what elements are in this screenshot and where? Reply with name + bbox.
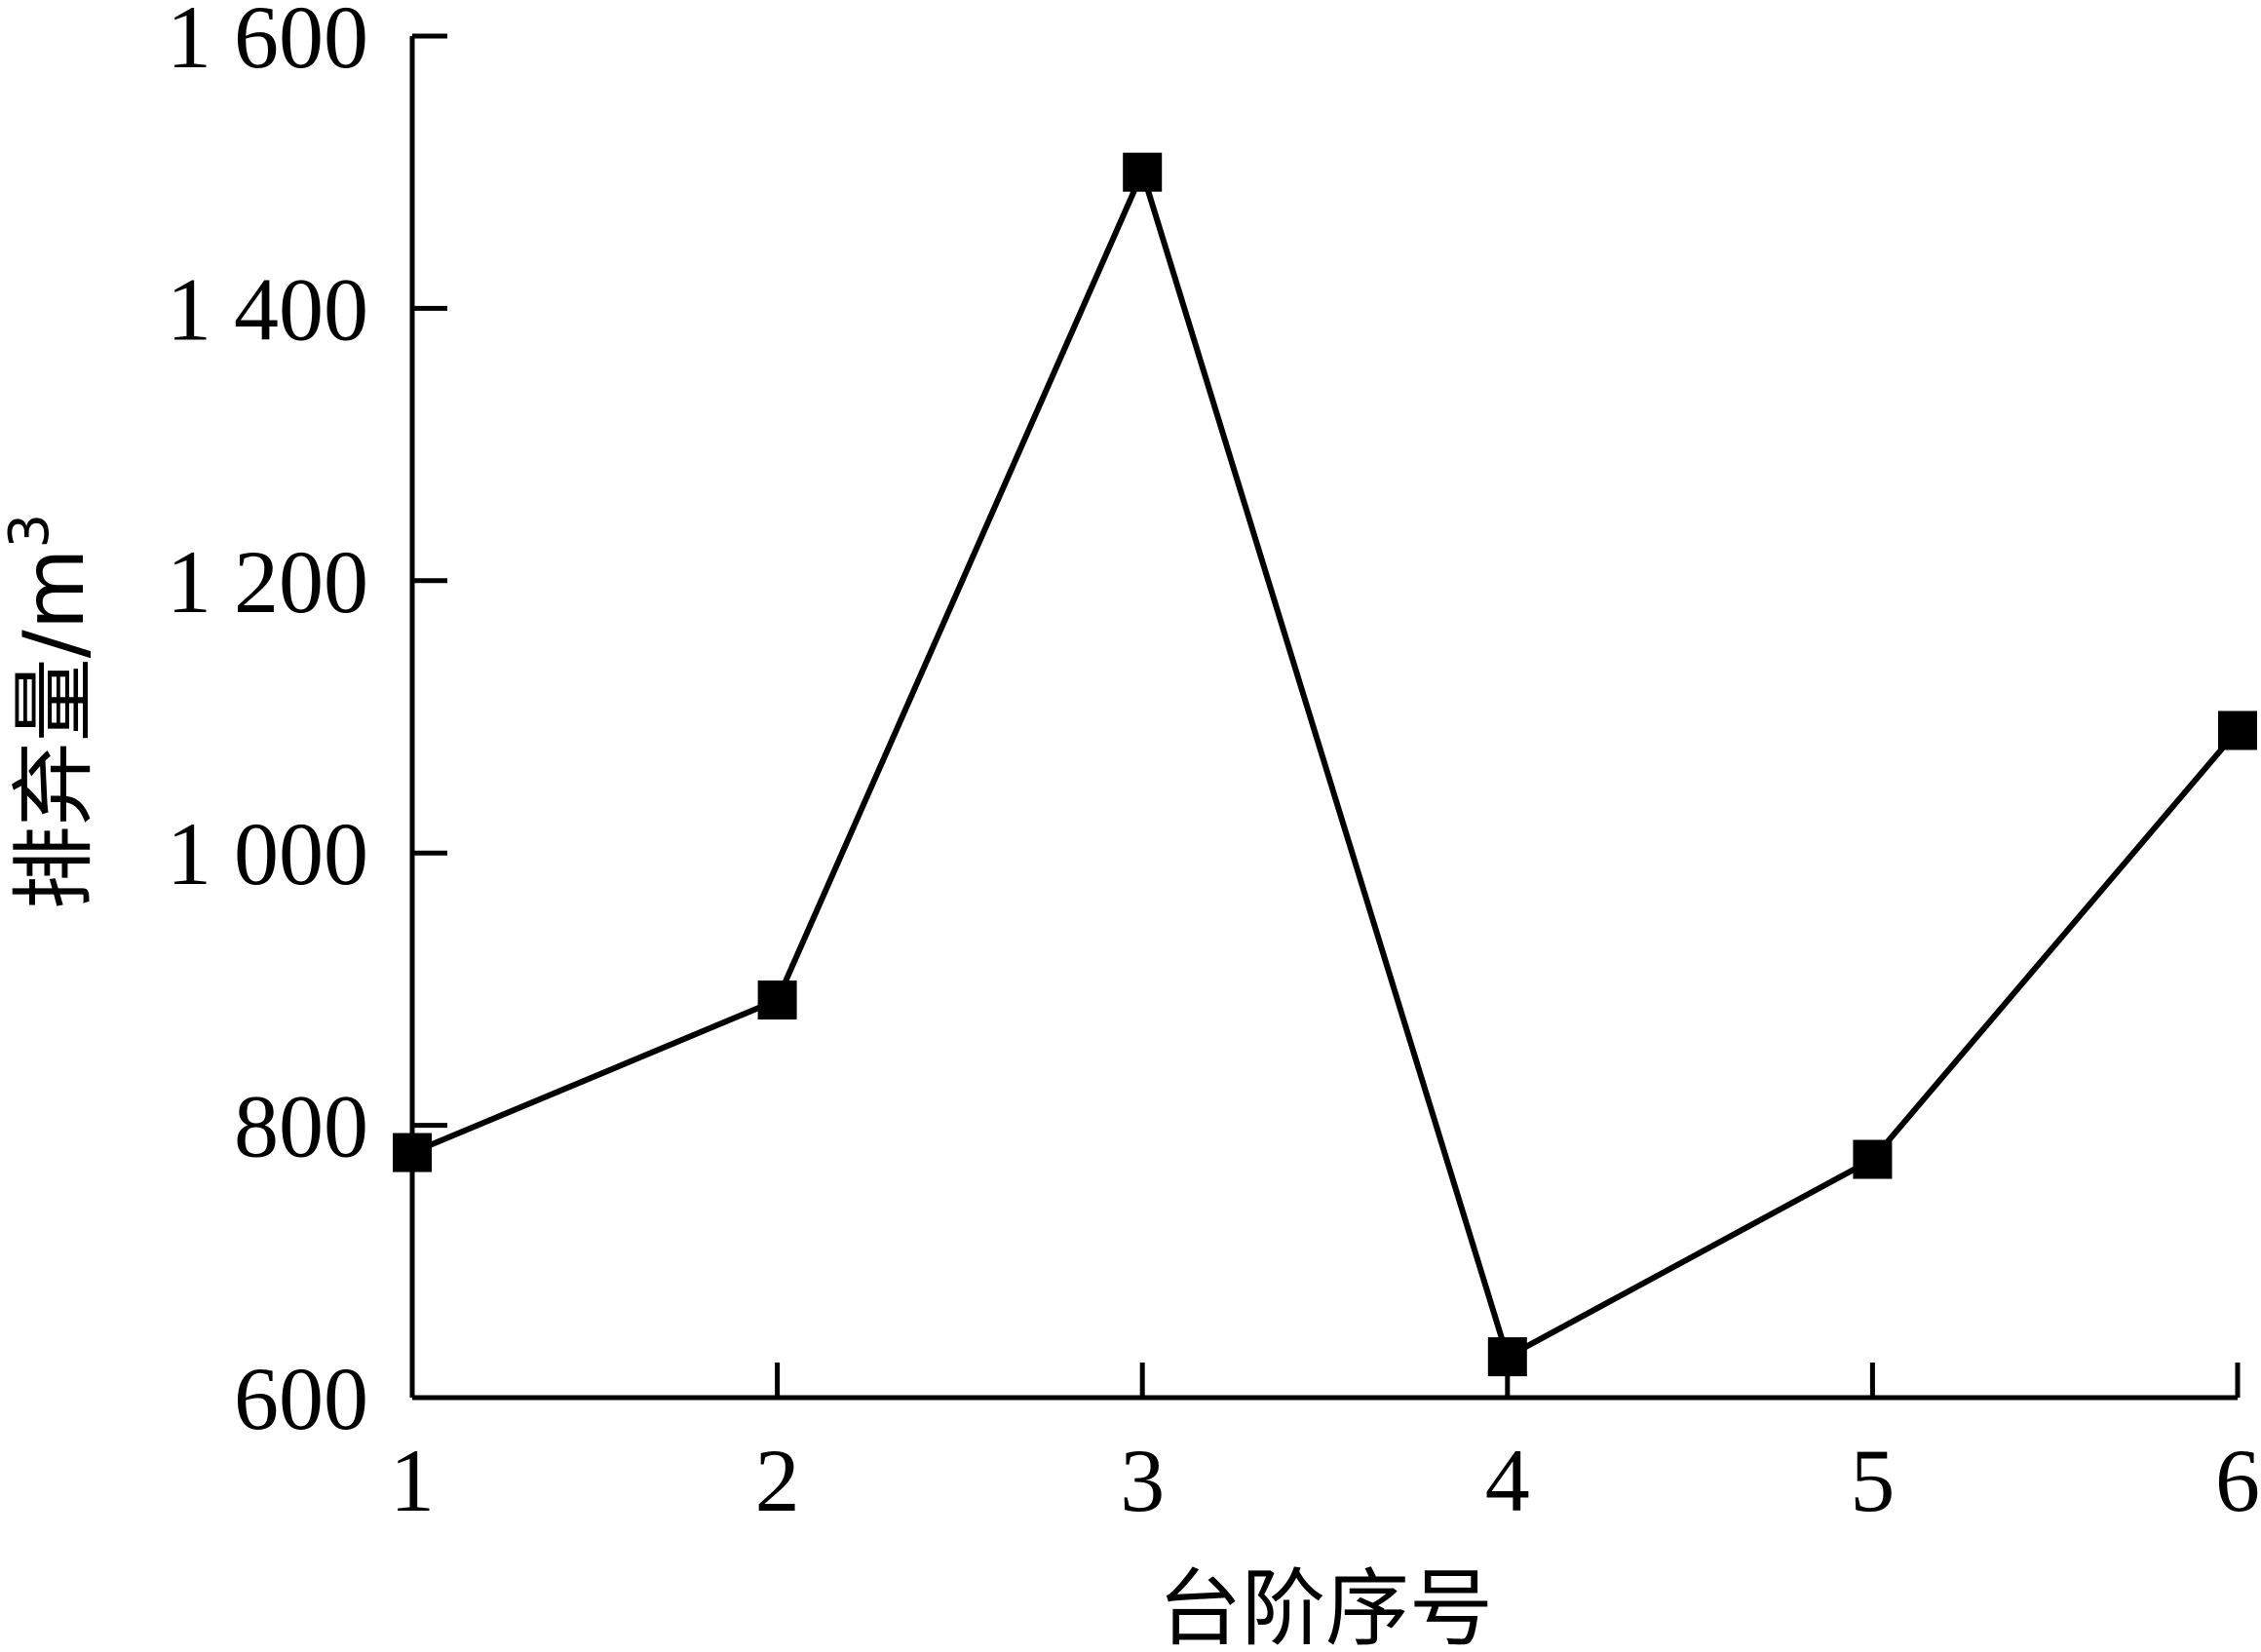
x-tick-label: 2	[755, 1431, 800, 1530]
y-axis-title-superscript: 3	[0, 514, 61, 549]
y-tick-label: 1 200	[167, 532, 368, 632]
x-tick-label: 1	[390, 1431, 435, 1530]
x-tick-label: 6	[2215, 1431, 2260, 1530]
y-axis-title: 排弃量/m3	[0, 514, 103, 909]
x-tick-label: 3	[1120, 1431, 1165, 1530]
x-tick-label: 4	[1485, 1431, 1530, 1530]
data-point-marker	[393, 1133, 432, 1172]
y-tick-label: 1 400	[167, 259, 368, 359]
data-point-marker	[1853, 1139, 1893, 1179]
data-point-marker	[1487, 1337, 1527, 1377]
x-tick-label: 5	[1850, 1431, 1895, 1530]
data-point-marker	[2218, 711, 2257, 750]
y-tick-label: 800	[234, 1077, 368, 1176]
x-axis-title: 台阶序号	[1158, 1560, 1493, 1652]
data-point-marker	[757, 980, 797, 1020]
series	[393, 152, 2257, 1377]
axes	[409, 36, 2238, 1401]
y-tick-label: 1 600	[167, 0, 368, 87]
y-tick-label: 1 000	[167, 804, 368, 903]
series-line	[410, 164, 2241, 1362]
data-point-marker	[1123, 152, 1163, 192]
ticks: 600 800 1 000 1 200 1 400 1 600 1 2 3 4 5 6	[167, 0, 2260, 1530]
y-axis-title-group: 排弃量/m3	[0, 514, 103, 909]
y-axis-title-text: 排弃量/m	[6, 548, 103, 909]
y-tick-label: 600	[234, 1349, 368, 1448]
